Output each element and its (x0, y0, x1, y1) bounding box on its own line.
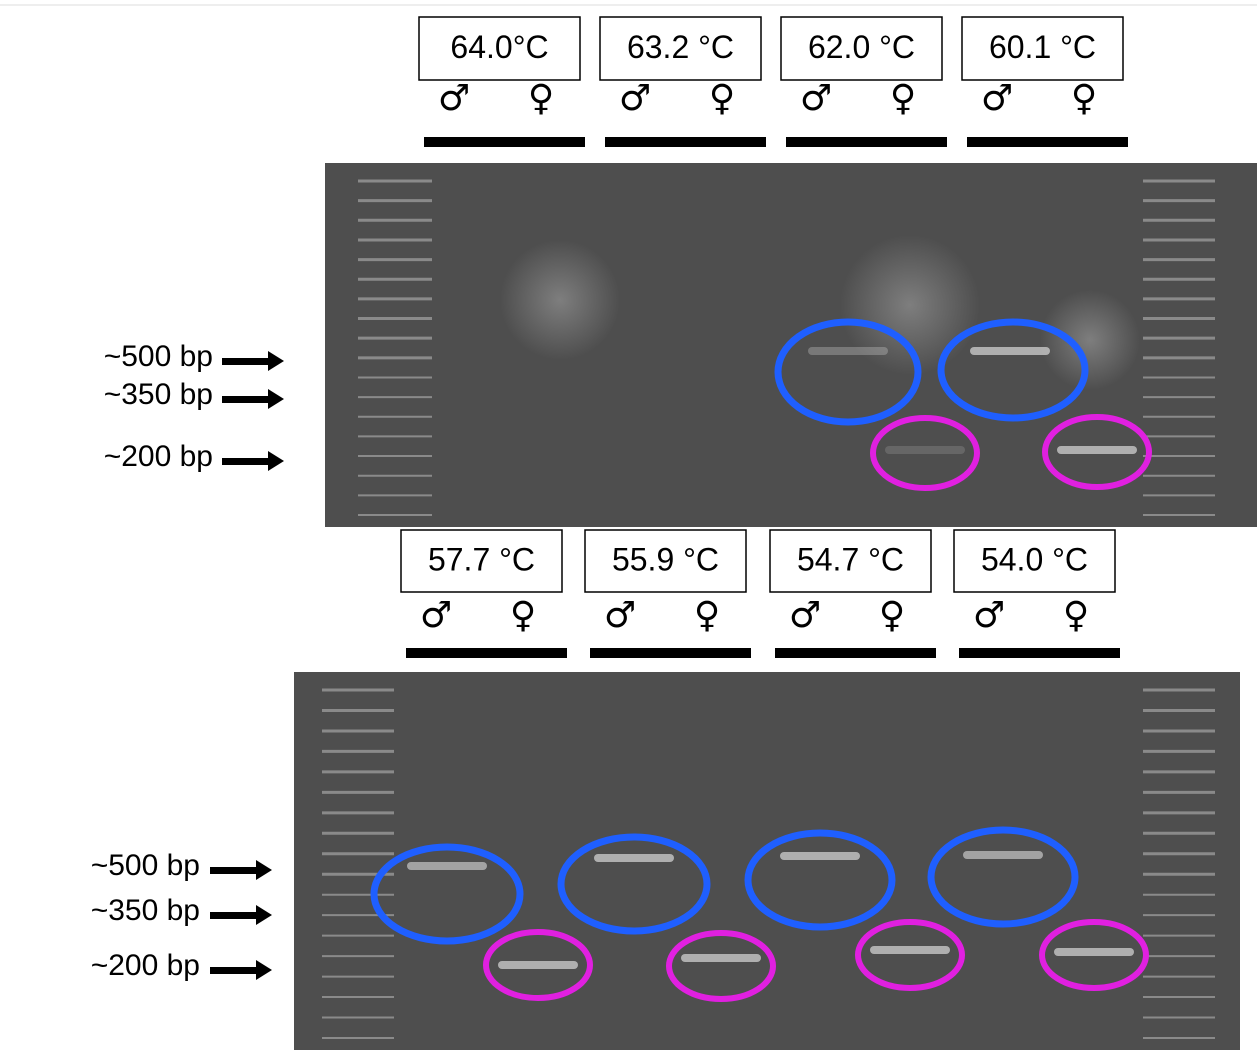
male-symbol: ♂ (604, 595, 636, 636)
male-symbol: ♂ (981, 78, 1013, 119)
temperature-label: 62.0 °C (808, 29, 915, 65)
lane-bar (424, 137, 585, 147)
gel-glow (1040, 290, 1140, 390)
dna-band (885, 446, 965, 454)
female-symbol: ♀ (709, 78, 735, 119)
male-symbol: ♂ (789, 595, 821, 636)
arrow-shaft (222, 396, 270, 403)
size-label: ~500 bp (91, 849, 200, 882)
size-label: ~500 bp (104, 340, 213, 373)
size-label: ~200 bp (104, 440, 213, 473)
male-symbol: ♂ (438, 78, 470, 119)
arrow-head (256, 960, 272, 980)
temperature-label: 63.2 °C (627, 29, 734, 65)
lane-bar (590, 648, 751, 658)
arrow-head (256, 860, 272, 880)
female-symbol: ♀ (879, 595, 905, 636)
size-label: ~200 bp (91, 949, 200, 982)
female-symbol: ♀ (694, 595, 720, 636)
dna-band (1057, 446, 1137, 454)
temperature-label: 54.7 °C (797, 541, 904, 577)
dna-band (970, 347, 1050, 355)
size-label: ~350 bp (91, 894, 200, 927)
lane-bar (959, 648, 1120, 658)
arrow-head (268, 451, 284, 471)
male-symbol: ♂ (800, 78, 832, 119)
temperature-label: 64.0°C (450, 29, 548, 65)
temperature-label: 55.9 °C (612, 541, 719, 577)
arrow-head (256, 905, 272, 925)
male-symbol: ♂ (973, 595, 1005, 636)
size-label: ~350 bp (104, 378, 213, 411)
female-symbol: ♀ (890, 78, 916, 119)
gel-glow (500, 240, 620, 360)
gel-image (294, 672, 1240, 1050)
dna-band (681, 954, 761, 962)
lane-bar (406, 648, 567, 658)
dna-band (808, 347, 888, 355)
lane-bar (786, 137, 947, 147)
temperature-label: 54.0 °C (981, 541, 1088, 577)
dna-band (407, 862, 487, 870)
female-symbol: ♀ (510, 595, 536, 636)
dna-band (594, 854, 674, 862)
dna-band (780, 852, 860, 860)
arrow-shaft (210, 967, 258, 974)
dna-band (963, 851, 1043, 859)
arrow-shaft (222, 458, 270, 465)
lane-bar (605, 137, 766, 147)
female-symbol: ♀ (1063, 595, 1089, 636)
lane-bar (967, 137, 1128, 147)
female-symbol: ♀ (1071, 78, 1097, 119)
lane-bar (775, 648, 936, 658)
dna-band (1054, 948, 1134, 956)
figure: 64.0°C ♂ ♀ 63.2 °C ♂ ♀ 62.0 °C ♂ ♀ 60.1 °C ♂ ♀ ~500 … (0, 0, 1257, 1064)
male-symbol: ♂ (420, 595, 452, 636)
temperature-label: 60.1 °C (989, 29, 1096, 65)
dna-band (870, 946, 950, 954)
arrow-shaft (210, 912, 258, 919)
arrow-head (268, 351, 284, 371)
temperature-label: 57.7 °C (428, 541, 535, 577)
arrow-shaft (222, 358, 270, 365)
male-symbol: ♂ (619, 78, 651, 119)
dna-band (498, 961, 578, 969)
arrow-shaft (210, 867, 258, 874)
arrow-head (268, 389, 284, 409)
female-symbol: ♀ (528, 78, 554, 119)
